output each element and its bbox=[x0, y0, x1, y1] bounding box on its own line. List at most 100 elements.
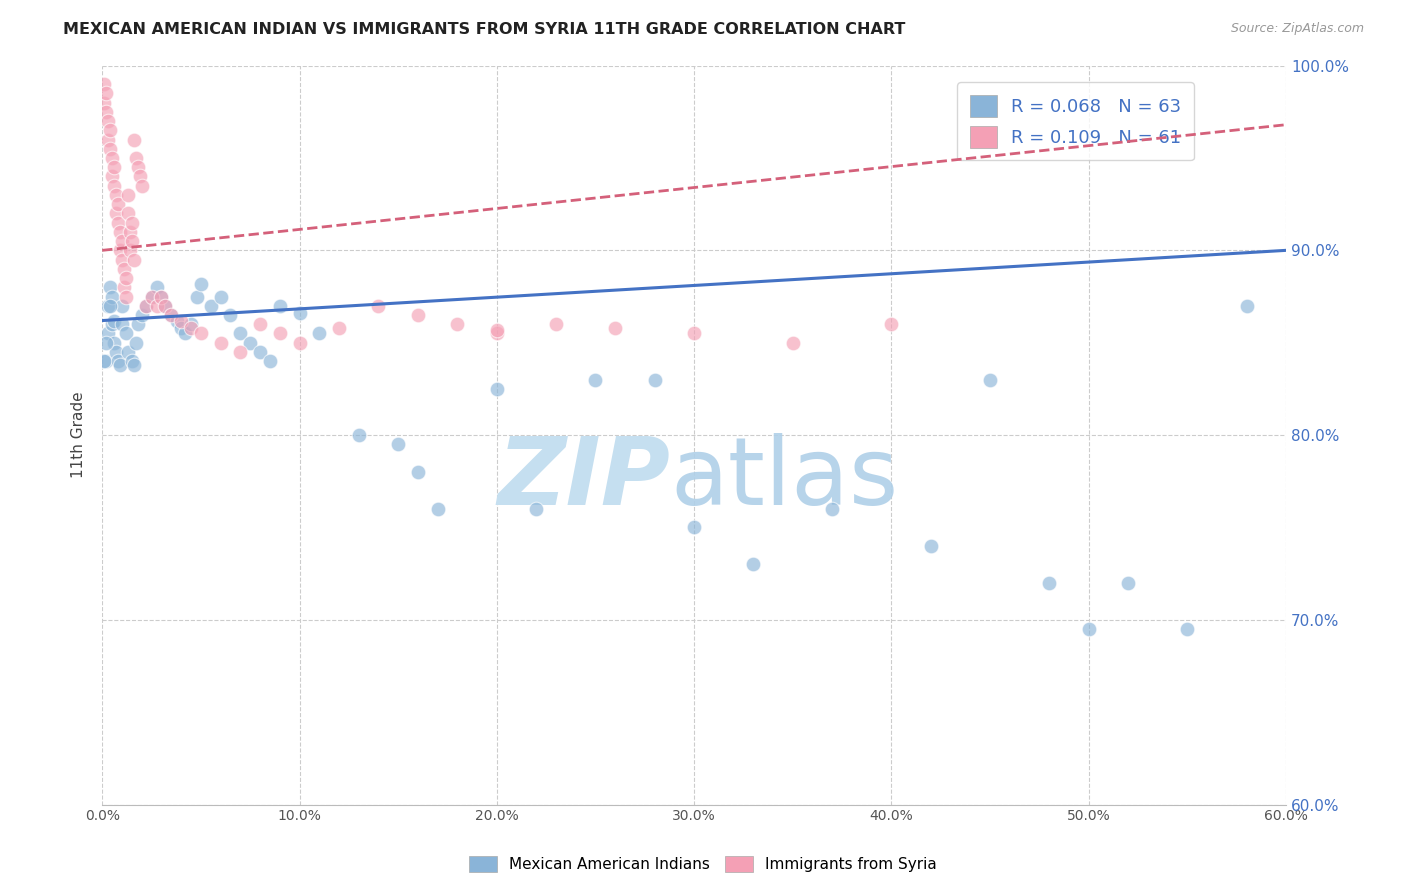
Point bbox=[97, 114, 120, 128]
Point bbox=[328, 321, 350, 335]
Point bbox=[308, 326, 330, 341]
Point bbox=[190, 326, 212, 341]
Point bbox=[347, 428, 370, 442]
Point bbox=[105, 345, 128, 359]
Point bbox=[121, 234, 143, 248]
Point bbox=[880, 318, 903, 332]
Point bbox=[108, 358, 131, 372]
Point bbox=[170, 321, 193, 335]
Point bbox=[97, 326, 120, 341]
Point bbox=[97, 132, 120, 146]
Point bbox=[219, 308, 242, 322]
Point bbox=[160, 308, 183, 322]
Point bbox=[174, 326, 197, 341]
Point bbox=[107, 197, 129, 211]
Point bbox=[1236, 299, 1258, 313]
Point bbox=[107, 354, 129, 368]
Point bbox=[111, 252, 134, 267]
Point bbox=[269, 326, 291, 341]
Point bbox=[111, 318, 134, 332]
Point bbox=[117, 345, 139, 359]
Point bbox=[367, 299, 389, 313]
Point bbox=[93, 354, 115, 368]
Point bbox=[229, 345, 252, 359]
Point bbox=[101, 318, 124, 332]
Point bbox=[96, 87, 118, 101]
Point bbox=[127, 160, 149, 174]
Point bbox=[127, 318, 149, 332]
Point bbox=[112, 261, 135, 276]
Point bbox=[101, 151, 124, 165]
Point bbox=[150, 289, 173, 303]
Point bbox=[269, 299, 291, 313]
Point bbox=[125, 151, 148, 165]
Point bbox=[103, 313, 125, 327]
Text: ZIP: ZIP bbox=[498, 434, 671, 525]
Point bbox=[141, 289, 163, 303]
Point bbox=[209, 335, 232, 350]
Point bbox=[160, 308, 183, 322]
Point bbox=[742, 558, 765, 572]
Point bbox=[150, 289, 173, 303]
Point bbox=[101, 169, 124, 184]
Point bbox=[155, 299, 177, 313]
Point bbox=[406, 465, 429, 479]
Point bbox=[239, 335, 262, 350]
Point bbox=[821, 502, 844, 516]
Point bbox=[485, 382, 508, 396]
Point bbox=[186, 289, 208, 303]
Point bbox=[166, 313, 188, 327]
Point bbox=[128, 169, 150, 184]
Point bbox=[146, 280, 169, 294]
Point bbox=[135, 299, 157, 313]
Point bbox=[103, 178, 125, 193]
Point bbox=[111, 299, 134, 313]
Point bbox=[180, 321, 202, 335]
Point bbox=[146, 299, 169, 313]
Point bbox=[485, 326, 508, 341]
Point bbox=[605, 321, 627, 335]
Point bbox=[406, 308, 429, 322]
Point bbox=[155, 299, 177, 313]
Point bbox=[111, 234, 134, 248]
Point bbox=[979, 373, 1001, 387]
Point bbox=[93, 95, 115, 110]
Point bbox=[683, 520, 706, 534]
Point bbox=[170, 313, 193, 327]
Point bbox=[101, 289, 124, 303]
Point bbox=[107, 216, 129, 230]
Point bbox=[485, 323, 508, 337]
Point bbox=[1077, 622, 1099, 636]
Point bbox=[98, 123, 121, 137]
Point bbox=[96, 354, 118, 368]
Legend: Mexican American Indians, Immigrants from Syria: Mexican American Indians, Immigrants fro… bbox=[461, 848, 945, 880]
Point bbox=[683, 326, 706, 341]
Point bbox=[118, 244, 141, 258]
Point bbox=[96, 335, 118, 350]
Point bbox=[180, 318, 202, 332]
Point bbox=[122, 252, 145, 267]
Point bbox=[103, 160, 125, 174]
Point bbox=[426, 502, 449, 516]
Point bbox=[98, 280, 121, 294]
Point bbox=[544, 318, 567, 332]
Point bbox=[117, 206, 139, 220]
Point bbox=[121, 354, 143, 368]
Point bbox=[446, 318, 468, 332]
Point bbox=[98, 142, 121, 156]
Point bbox=[131, 178, 153, 193]
Point bbox=[141, 289, 163, 303]
Point bbox=[920, 539, 942, 553]
Point bbox=[288, 335, 311, 350]
Point bbox=[131, 308, 153, 322]
Point bbox=[97, 299, 120, 313]
Point bbox=[259, 354, 281, 368]
Text: MEXICAN AMERICAN INDIAN VS IMMIGRANTS FROM SYRIA 11TH GRADE CORRELATION CHART: MEXICAN AMERICAN INDIAN VS IMMIGRANTS FR… bbox=[63, 22, 905, 37]
Point bbox=[121, 216, 143, 230]
Point bbox=[1175, 622, 1198, 636]
Point bbox=[288, 306, 311, 320]
Point bbox=[112, 280, 135, 294]
Point bbox=[524, 502, 547, 516]
Text: Source: ZipAtlas.com: Source: ZipAtlas.com bbox=[1230, 22, 1364, 36]
Point bbox=[118, 225, 141, 239]
